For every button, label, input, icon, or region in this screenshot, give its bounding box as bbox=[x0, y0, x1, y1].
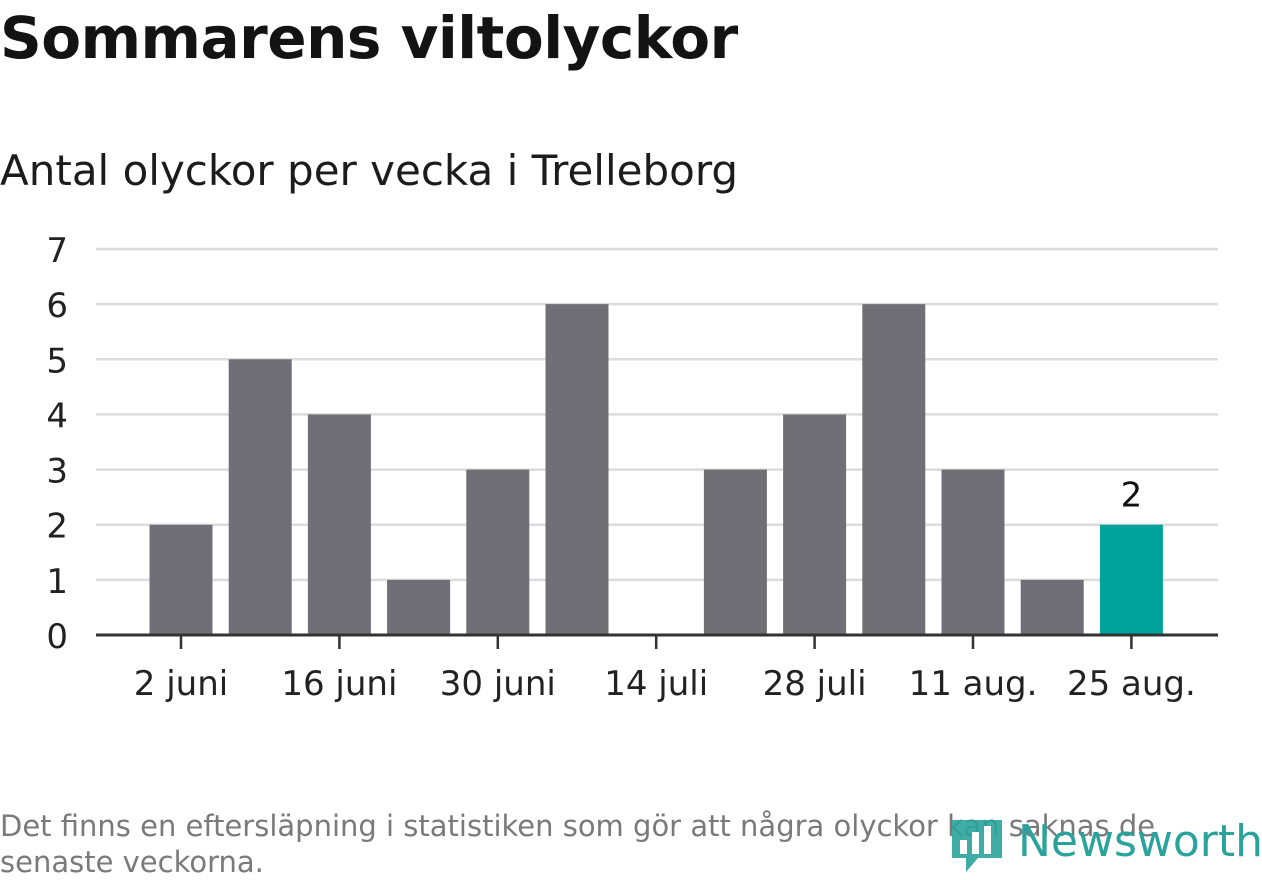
x-tick-label: 16 juni bbox=[281, 664, 397, 704]
y-tick-label: 1 bbox=[46, 562, 68, 602]
bar bbox=[941, 469, 1005, 635]
bar bbox=[387, 579, 451, 635]
bar bbox=[545, 304, 609, 635]
x-tick-label: 11 aug. bbox=[909, 664, 1038, 704]
newsworthy-logo-icon bbox=[952, 820, 1002, 872]
bar bbox=[307, 414, 371, 635]
data-label: 2 bbox=[1121, 476, 1143, 516]
x-tick-label: 25 aug. bbox=[1067, 664, 1196, 704]
newsworthy-logo: Newsworthy bbox=[948, 812, 1262, 878]
x-tick-label: 28 juli bbox=[763, 664, 867, 704]
bar bbox=[149, 524, 213, 635]
y-tick-label: 2 bbox=[46, 507, 68, 547]
logo-text: Newsworthy bbox=[1018, 816, 1262, 867]
bar bbox=[862, 304, 926, 635]
x-tick-label: 2 juni bbox=[134, 664, 228, 704]
chart-subtitle: Antal olyckor per vecka i Trelleborg bbox=[0, 146, 739, 195]
x-tick-label: 14 juli bbox=[604, 664, 708, 704]
y-tick-label: 7 bbox=[46, 231, 68, 271]
bar bbox=[228, 359, 292, 635]
bar bbox=[1099, 524, 1163, 635]
bar bbox=[1020, 579, 1084, 635]
chart-title: Sommarens viltolyckor bbox=[0, 4, 738, 72]
bar bbox=[703, 469, 767, 635]
bar bbox=[466, 469, 530, 635]
y-tick-label: 0 bbox=[46, 617, 68, 657]
y-tick-label: 6 bbox=[46, 286, 68, 326]
x-tick-label: 30 juni bbox=[440, 664, 556, 704]
bar bbox=[783, 414, 847, 635]
y-tick-label: 3 bbox=[46, 452, 68, 492]
y-tick-label: 4 bbox=[46, 396, 68, 436]
bar-chart: 0 1 2 3 4 5 6 7 2 juni 16 juni 30 juni 14 juli 28 ju… bbox=[46, 231, 1218, 704]
y-tick-label: 5 bbox=[46, 341, 68, 381]
